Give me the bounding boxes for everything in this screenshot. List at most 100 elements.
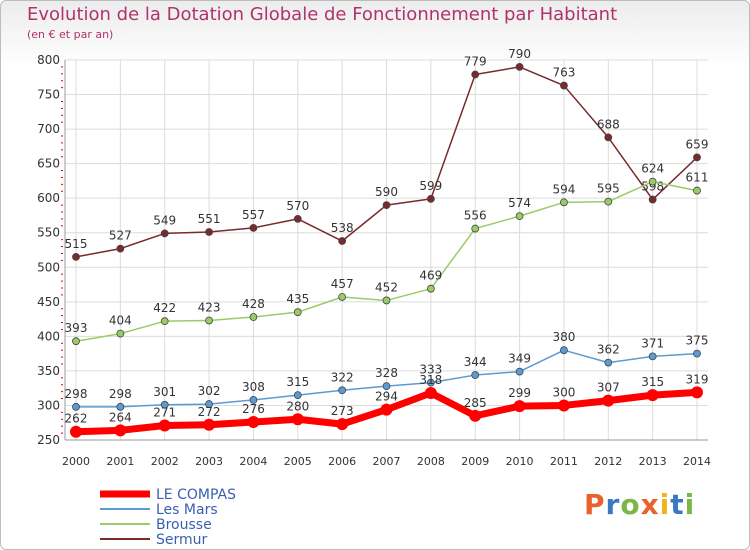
data-label: 611 — [686, 171, 709, 185]
data-point — [205, 400, 213, 408]
data-label: 333 — [419, 363, 442, 377]
chart-subtitle: (en € et par an) — [27, 28, 114, 41]
x-tick-label: 2011 — [550, 455, 578, 468]
data-point — [648, 352, 657, 361]
data-label: 556 — [464, 209, 487, 223]
data-label: 595 — [597, 182, 620, 196]
data-label: 272 — [198, 405, 221, 419]
data-label: 551 — [198, 212, 221, 226]
data-label: 298 — [109, 387, 132, 401]
y-tick-label: 300 — [37, 398, 60, 412]
legend-label: LE COMPAS — [156, 487, 236, 503]
data-point — [693, 186, 701, 195]
data-point — [602, 394, 615, 407]
y-tick-label: 250 — [37, 433, 60, 447]
data-label: 590 — [375, 185, 398, 199]
data-label: 688 — [597, 117, 620, 131]
series-les-mars: 298 298 301 302 308 315 322 328 333 344 349 380 362 3… — [65, 330, 709, 411]
data-label: 302 — [198, 384, 221, 398]
data-point — [249, 313, 258, 321]
y-tick-label: 700 — [37, 122, 60, 136]
x-tick-label: 2003 — [195, 455, 223, 468]
data-label: 570 — [286, 199, 309, 213]
data-point — [560, 198, 568, 207]
series-brousse: 393 404 422 423 428 435 457 452 469 556 574 594 595 6… — [65, 162, 709, 346]
data-label: 404 — [109, 314, 132, 328]
data-point — [515, 367, 524, 376]
data-label: 315 — [641, 375, 664, 389]
data-label: 276 — [242, 402, 265, 416]
data-label: 375 — [686, 334, 709, 348]
data-point — [557, 399, 570, 412]
x-tick-label: 2004 — [239, 455, 267, 468]
data-label: 271 — [153, 405, 176, 419]
data-label: 435 — [286, 292, 309, 306]
data-point — [114, 424, 127, 437]
y-tick-label: 750 — [37, 88, 60, 102]
data-label: 344 — [464, 355, 487, 369]
data-point — [382, 296, 391, 305]
x-tick-label: 2001 — [106, 455, 134, 468]
data-label: 549 — [153, 213, 176, 227]
x-tick-label: 2009 — [461, 455, 489, 468]
data-point — [646, 389, 659, 402]
data-label: 538 — [331, 221, 354, 235]
data-point — [382, 201, 391, 209]
data-label: 515 — [65, 237, 88, 251]
data-point — [380, 403, 393, 416]
y-tick-label: 600 — [37, 191, 60, 205]
data-point — [471, 70, 480, 79]
data-point — [205, 228, 213, 236]
data-point — [247, 416, 260, 429]
x-tick-label: 2010 — [506, 455, 534, 468]
data-label: 308 — [242, 380, 265, 394]
data-point — [72, 253, 80, 261]
data-label: 763 — [552, 66, 575, 80]
data-point — [515, 212, 524, 221]
data-label: 307 — [597, 381, 620, 395]
data-label: 298 — [65, 387, 88, 401]
data-label: 790 — [508, 47, 531, 61]
data-point — [604, 358, 613, 367]
y-tick-label: 550 — [37, 226, 60, 240]
data-label: 469 — [419, 269, 442, 283]
data-point — [515, 63, 524, 71]
data-label: 349 — [508, 352, 531, 366]
y-tick-label: 800 — [37, 53, 60, 67]
data-point — [116, 402, 125, 411]
y-tick-label: 650 — [37, 157, 60, 171]
data-label: 328 — [375, 366, 398, 380]
data-label: 362 — [597, 343, 620, 357]
data-label: 624 — [641, 162, 664, 176]
x-tick-label: 2014 — [683, 455, 711, 468]
data-point — [249, 396, 258, 404]
data-label: 599 — [419, 179, 442, 193]
data-label: 264 — [109, 410, 132, 424]
data-point — [291, 413, 304, 426]
series-le-compas: 262 264 271 272 276 280 273 294 318 285 299 300 307 3… — [65, 372, 708, 438]
data-point — [648, 177, 657, 186]
data-label: 280 — [286, 399, 309, 413]
proxiti-logo: Proxiti — [584, 488, 696, 521]
data-label: 594 — [552, 182, 575, 196]
legend-label: Sermur — [156, 532, 208, 548]
data-point — [426, 194, 435, 203]
y-tick-label: 450 — [37, 295, 60, 309]
data-label: 452 — [375, 280, 398, 294]
x-tick-label: 2006 — [328, 455, 356, 468]
data-point — [249, 223, 258, 232]
data-point — [648, 195, 657, 204]
data-point — [70, 425, 82, 438]
data-point — [560, 81, 568, 90]
data-label: 301 — [153, 385, 176, 399]
data-label: 428 — [242, 297, 265, 311]
data-point — [338, 237, 347, 245]
data-point — [513, 400, 526, 413]
data-label: 273 — [331, 404, 354, 418]
data-label: 380 — [552, 330, 575, 344]
x-tick-label: 2007 — [373, 455, 401, 468]
x-tick-label: 2005 — [284, 455, 312, 468]
data-label: 574 — [508, 196, 531, 210]
data-point — [338, 386, 347, 395]
data-point — [293, 308, 302, 317]
